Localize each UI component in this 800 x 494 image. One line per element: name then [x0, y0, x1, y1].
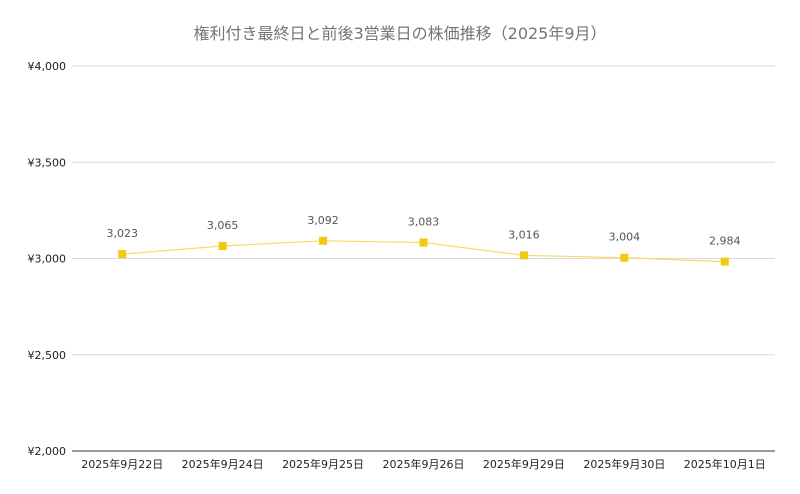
x-tick-label: 2025年9月26日	[383, 457, 465, 471]
data-point-marker	[519, 251, 528, 260]
data-label: 3,083	[408, 216, 440, 229]
data-point-marker	[720, 257, 729, 266]
data-point-marker	[118, 250, 127, 259]
data-label: 3,016	[508, 228, 540, 241]
data-point-marker	[319, 236, 328, 245]
data-point-marker	[218, 241, 227, 250]
x-tick-label: 2025年9月25日	[282, 457, 364, 471]
x-tick-label: 2025年9月22日	[81, 457, 163, 471]
series-layer	[118, 236, 729, 266]
x-tick-label: 2025年9月24日	[182, 457, 264, 471]
y-tick-label: ¥3,000	[28, 253, 67, 266]
x-tick-label: 2025年9月29日	[483, 457, 565, 471]
y-tick-label: ¥2,000	[28, 445, 67, 458]
data-label: 3,023	[106, 227, 138, 240]
chart-title: 権利付き最終日と前後3営業日の株価推移（2025年9月）	[193, 24, 606, 43]
y-tick-label: ¥2,500	[28, 349, 67, 362]
y-tick-label: ¥4,000	[28, 60, 67, 73]
data-label: 3,065	[207, 219, 239, 232]
data-point-marker	[620, 253, 629, 262]
data-point-marker	[419, 238, 428, 247]
y-tick-label: ¥3,500	[28, 156, 67, 169]
x-tick-label: 2025年9月30日	[583, 457, 665, 471]
grid-lines	[72, 65, 775, 452]
x-axis-ticks: 2025年9月22日 2025年9月24日 2025年9月25日 2025年9月26日…	[81, 457, 766, 471]
data-label: 2,984	[709, 235, 741, 248]
data-labels: 3,023 3,065 3,092 3,083 3,016 3,004 2,984	[106, 214, 740, 248]
x-tick-label: 2025年10月1日	[684, 457, 766, 471]
data-label: 3,092	[307, 214, 339, 227]
y-axis-ticks: ¥2,000 ¥2,500 ¥3,000 ¥3,500 ¥4,000	[28, 60, 67, 458]
data-label: 3,004	[609, 231, 641, 244]
